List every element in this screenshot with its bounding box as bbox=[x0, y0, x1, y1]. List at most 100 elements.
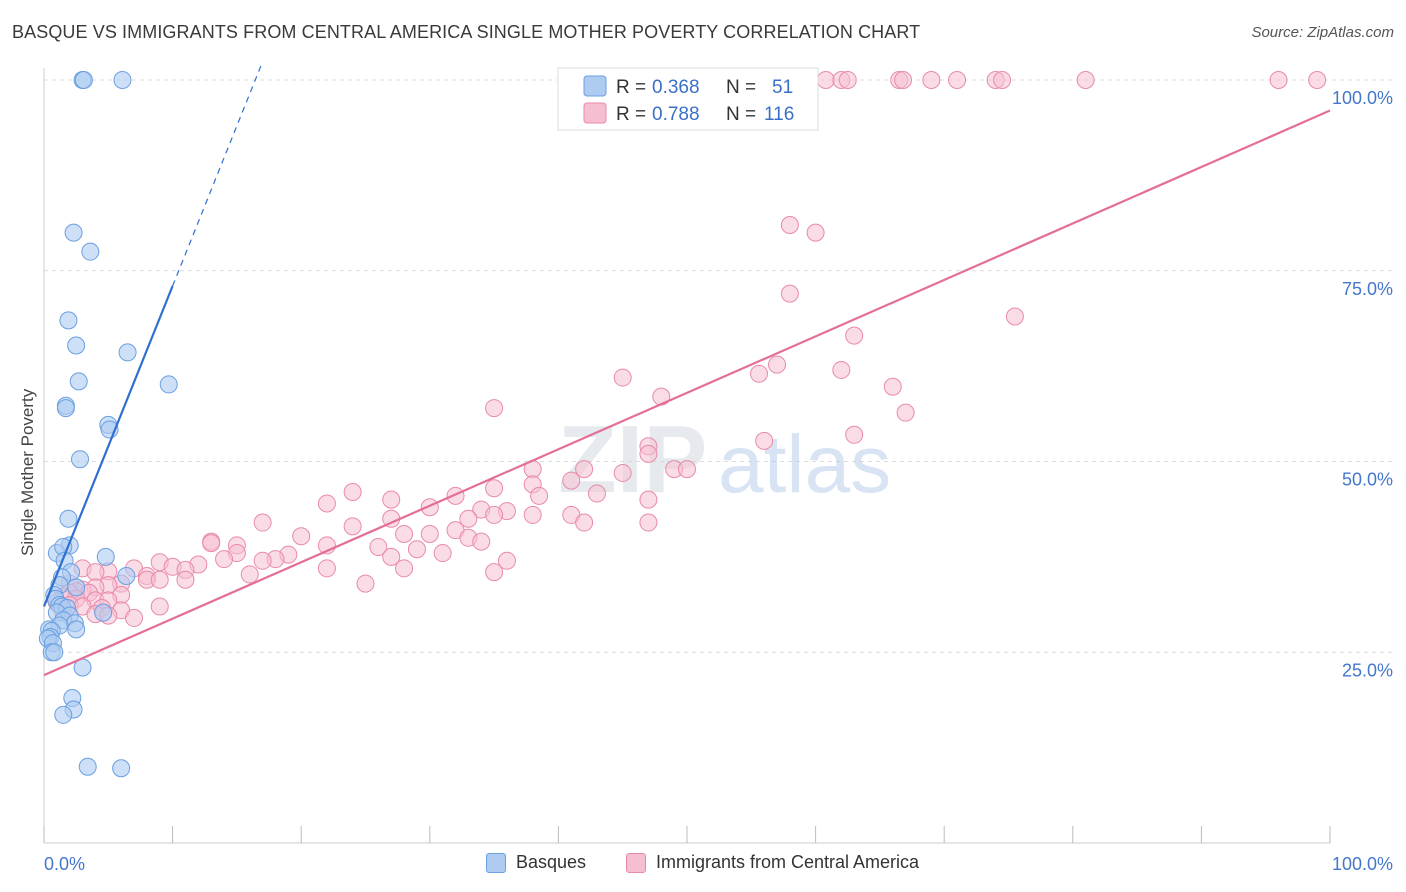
x-tick-labels: 0.0% 100.0% bbox=[44, 854, 1393, 874]
data-point-basques bbox=[69, 372, 88, 391]
data-point-immigrants bbox=[253, 513, 272, 532]
data-point-immigrants bbox=[1308, 71, 1327, 89]
data-point-immigrants bbox=[369, 537, 388, 556]
data-point-basques bbox=[64, 223, 83, 242]
y-tick-label: 100.0% bbox=[1332, 88, 1393, 108]
legend-n-label-2: N = bbox=[726, 104, 756, 125]
data-point-basques bbox=[54, 705, 73, 724]
data-point-immigrants bbox=[1076, 71, 1095, 89]
legend-item-immigrants: Immigrants from Central America bbox=[626, 852, 919, 873]
data-point-immigrants bbox=[755, 431, 774, 450]
legend-r-value-2: 0.788 bbox=[652, 104, 700, 125]
watermark-zip: ZIP bbox=[558, 406, 707, 513]
legend-n-value-2: 116 bbox=[764, 104, 794, 125]
trend-line-basques bbox=[42, 285, 174, 607]
legend-bottom: Basques Immigrants from Central America bbox=[0, 852, 1406, 878]
data-point-immigrants bbox=[750, 364, 769, 383]
legend-swatch-basques-bottom bbox=[486, 852, 506, 873]
data-point-immigrants bbox=[202, 534, 221, 553]
data-point-immigrants bbox=[485, 563, 504, 582]
legend-n-value-1: 51 bbox=[772, 77, 793, 98]
data-point-immigrants bbox=[485, 479, 504, 498]
data-point-basques bbox=[112, 759, 131, 778]
data-point-immigrants bbox=[613, 368, 632, 387]
data-point-immigrants bbox=[639, 490, 658, 509]
data-point-immigrants bbox=[497, 551, 516, 570]
legend-item-basques: Basques bbox=[486, 852, 586, 873]
x-tick-label: 100.0% bbox=[1332, 854, 1393, 874]
legend-label-immigrants: Immigrants from Central America bbox=[656, 852, 920, 872]
data-point-immigrants bbox=[395, 559, 414, 578]
data-point-basques bbox=[113, 71, 132, 89]
source-label: Source: ZipAtlas.com bbox=[1251, 24, 1394, 41]
trend-line-immigrants bbox=[43, 109, 1331, 677]
data-point-immigrants bbox=[1005, 307, 1024, 326]
watermark: ZIP atlas bbox=[558, 406, 891, 513]
data-point-basques bbox=[117, 566, 136, 585]
data-point-immigrants bbox=[343, 483, 362, 502]
data-point-immigrants bbox=[485, 505, 504, 524]
y-tick-label: 75.0% bbox=[1342, 279, 1393, 299]
data-point-immigrants bbox=[125, 608, 144, 627]
data-point-immigrants bbox=[382, 490, 401, 509]
data-point-basques bbox=[45, 643, 64, 662]
data-point-basques bbox=[159, 375, 178, 394]
data-point-basques bbox=[71, 450, 90, 469]
data-point-immigrants bbox=[575, 513, 594, 532]
data-point-immigrants bbox=[215, 550, 234, 569]
data-point-basques bbox=[59, 509, 78, 528]
data-point-immigrants bbox=[382, 547, 401, 566]
y-tick-labels: 25.0% 50.0% 75.0% 100.0% bbox=[1332, 88, 1393, 680]
data-point-basques bbox=[67, 336, 86, 355]
data-point-immigrants bbox=[420, 524, 439, 543]
data-point-basques bbox=[96, 547, 115, 566]
data-point-immigrants bbox=[240, 565, 259, 584]
data-point-immigrants bbox=[459, 509, 478, 528]
data-point-immigrants bbox=[883, 377, 902, 396]
data-point-immigrants bbox=[768, 355, 787, 374]
data-point-immigrants bbox=[356, 574, 375, 593]
data-point-immigrants bbox=[993, 71, 1012, 89]
data-point-immigrants bbox=[806, 223, 825, 242]
data-point-immigrants bbox=[343, 517, 362, 536]
axes bbox=[43, 68, 1331, 844]
y-tick-label: 50.0% bbox=[1342, 470, 1393, 490]
data-point-basques bbox=[56, 399, 75, 418]
data-point-basques bbox=[94, 603, 113, 622]
data-point-basques bbox=[59, 311, 78, 330]
data-point-immigrants bbox=[317, 559, 336, 578]
data-point-basques bbox=[78, 757, 97, 776]
trend-lines bbox=[42, 61, 1331, 677]
data-point-immigrants bbox=[523, 505, 542, 524]
data-point-immigrants bbox=[562, 471, 581, 490]
data-point-immigrants bbox=[176, 570, 195, 589]
data-point-immigrants bbox=[575, 460, 594, 479]
data-point-immigrants bbox=[948, 71, 967, 89]
data-point-immigrants bbox=[922, 71, 941, 89]
data-point-basques bbox=[67, 578, 86, 597]
data-point-immigrants bbox=[253, 551, 272, 570]
data-point-immigrants bbox=[86, 563, 105, 582]
data-point-basques bbox=[74, 71, 93, 89]
data-point-immigrants bbox=[395, 524, 414, 543]
series-basques-points bbox=[38, 71, 178, 778]
data-point-basques bbox=[118, 343, 137, 362]
data-point-immigrants bbox=[485, 399, 504, 418]
data-point-immigrants bbox=[530, 486, 549, 505]
grid-lines bbox=[44, 79, 1392, 653]
data-point-basques bbox=[81, 242, 100, 261]
data-point-immigrants bbox=[780, 284, 799, 303]
legend-top: R = 0.368 N = 51 R = 0.788 N = 116 bbox=[557, 67, 819, 131]
legend-label-basques: Basques bbox=[516, 852, 587, 872]
data-point-immigrants bbox=[317, 494, 336, 513]
data-point-immigrants bbox=[292, 527, 311, 546]
data-point-immigrants bbox=[845, 326, 864, 345]
legend-swatch-basques bbox=[583, 75, 607, 97]
data-point-basques bbox=[67, 620, 86, 639]
chart-title: BASQUE VS IMMIGRANTS FROM CENTRAL AMERIC… bbox=[12, 22, 921, 42]
legend-r-label-2: R = bbox=[616, 104, 646, 125]
data-point-immigrants bbox=[678, 460, 696, 479]
data-point-immigrants bbox=[639, 513, 658, 532]
x-tick-label: 0.0% bbox=[44, 854, 85, 874]
legend-swatch-immigrants-bottom bbox=[626, 852, 646, 873]
